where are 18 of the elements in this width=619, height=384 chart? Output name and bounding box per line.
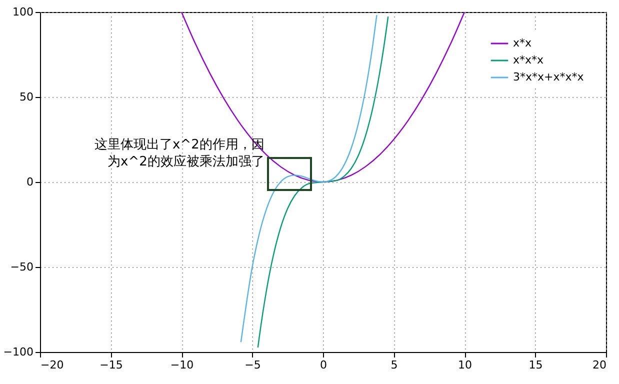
x-tick-label: −20 xyxy=(40,358,64,372)
x-tick-label: 20 xyxy=(592,358,606,372)
y-tick-label: 100 xyxy=(12,6,34,18)
legend-label: x*x xyxy=(513,36,532,50)
x-tick-label: −5 xyxy=(244,358,261,372)
x-tick-label: −15 xyxy=(100,358,123,372)
y-tick-label: 50 xyxy=(20,90,34,104)
x-tick-label: 5 xyxy=(390,358,398,372)
line-series xyxy=(240,14,378,343)
x-tick-label: 10 xyxy=(458,358,472,372)
x-tick-label: −10 xyxy=(170,358,194,372)
legend-label: 3*x*x+x*x*x xyxy=(513,70,584,84)
x-tick-label: 0 xyxy=(320,358,327,372)
y-tick-label: −50 xyxy=(10,260,34,274)
legend-label: x*x*x xyxy=(513,54,544,66)
x-tick-label: 15 xyxy=(528,358,543,372)
y-tick-label: 0 xyxy=(26,176,34,188)
y-tick-label: −100 xyxy=(3,346,34,358)
